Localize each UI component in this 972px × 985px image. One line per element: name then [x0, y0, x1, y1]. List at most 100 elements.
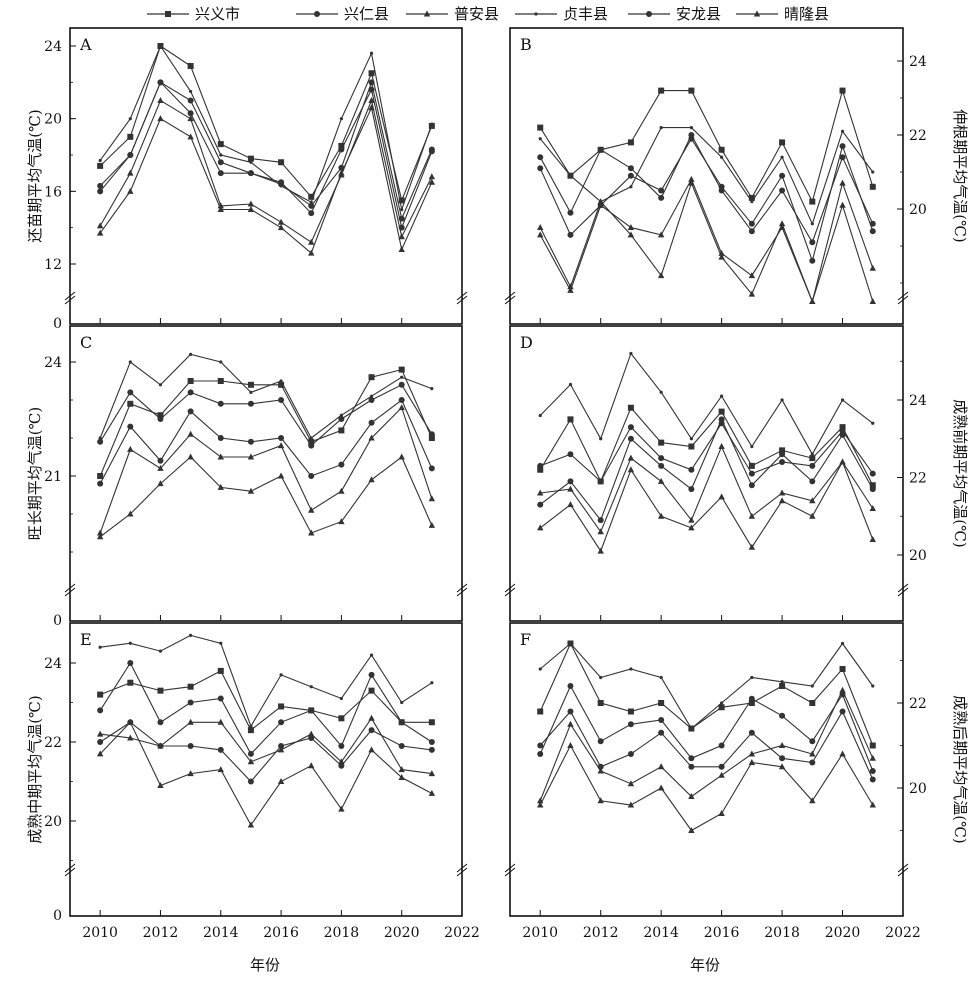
data-point — [398, 774, 405, 781]
series-line — [99, 456, 433, 538]
series-line — [539, 710, 874, 780]
data-point — [309, 685, 313, 689]
data-point — [839, 154, 846, 161]
data-point — [368, 746, 375, 753]
data-point — [627, 466, 635, 473]
legend: 兴义市 兴仁县 普安县 贞丰县 安龙县 晴隆县 — [147, 5, 829, 23]
data-point — [689, 437, 693, 441]
data-point — [128, 641, 132, 645]
x-axis-label-left: 年份 — [250, 956, 280, 974]
data-point — [567, 501, 574, 508]
y-axis-label: 成熟前期平均气温(℃) — [951, 399, 969, 548]
series-0 — [97, 366, 435, 479]
x-tick-label: 2020 — [825, 925, 861, 941]
data-point — [127, 152, 134, 158]
data-point — [869, 183, 876, 190]
axis-break-mark — [897, 291, 909, 301]
data-point — [368, 79, 375, 86]
series-2 — [96, 718, 436, 828]
data-point — [748, 750, 756, 757]
data-point — [597, 700, 604, 706]
panel-label: D — [520, 333, 533, 352]
data-point — [247, 758, 255, 765]
data-point — [400, 700, 404, 705]
series-line — [539, 178, 874, 304]
data-point — [538, 413, 542, 418]
data-point — [247, 206, 255, 212]
data-point — [308, 442, 315, 449]
data-point — [718, 443, 725, 449]
data-point — [627, 751, 634, 757]
axis-break-mark — [64, 291, 76, 301]
data-point — [537, 124, 544, 131]
data-point — [567, 478, 574, 485]
data-point — [657, 763, 665, 770]
panel-label: F — [520, 630, 531, 649]
series-4 — [537, 708, 876, 783]
data-point — [189, 633, 193, 637]
data-point — [187, 133, 194, 140]
series-1 — [537, 683, 876, 774]
axis-break-mark — [504, 587, 516, 597]
data-point — [157, 464, 164, 471]
data-point — [338, 805, 345, 812]
data-point — [780, 155, 784, 159]
data-point — [748, 220, 755, 227]
series-4 — [97, 660, 435, 757]
data-point — [217, 141, 224, 148]
axis-break-mark — [456, 291, 468, 301]
data-point — [278, 179, 285, 186]
data-point — [339, 117, 343, 121]
data-point — [127, 169, 134, 176]
x-tick-label: 2012 — [583, 925, 619, 941]
data-point — [369, 51, 374, 55]
axis-break-mark — [64, 583, 76, 593]
data-point — [810, 452, 814, 456]
data-point — [720, 155, 724, 159]
data-point — [688, 516, 695, 523]
data-point — [537, 501, 544, 508]
data-point — [567, 416, 574, 423]
data-point — [750, 444, 754, 449]
panel-label: B — [520, 35, 532, 54]
axis-break-mark — [504, 583, 516, 593]
y-tick-label: 20 — [909, 202, 927, 218]
data-point — [778, 763, 786, 770]
series-1 — [97, 719, 435, 785]
data-point — [428, 465, 435, 472]
data-point — [809, 239, 816, 246]
data-point — [809, 700, 816, 706]
data-point — [839, 424, 846, 431]
data-point — [277, 218, 285, 225]
series-5 — [537, 443, 876, 535]
series-2 — [537, 179, 876, 304]
data-point — [430, 681, 434, 685]
data-point — [657, 512, 665, 519]
data-point — [839, 458, 846, 465]
axis-break-mark — [64, 863, 76, 873]
data-point — [537, 224, 544, 230]
axis-break-mark — [897, 863, 909, 873]
data-point — [368, 374, 375, 381]
data-point — [278, 742, 285, 749]
data-point — [157, 115, 164, 122]
data-point — [538, 137, 542, 141]
data-point — [779, 683, 786, 689]
data-point — [217, 667, 224, 674]
data-point — [398, 742, 405, 749]
data-point — [127, 679, 134, 686]
data-point — [96, 222, 104, 229]
data-point — [720, 394, 724, 398]
data-point — [430, 122, 434, 126]
plot-frame — [509, 325, 904, 622]
axis-break-mark — [64, 587, 76, 597]
series-line — [539, 133, 874, 244]
axis-break-mark — [897, 587, 909, 597]
legend-marker — [423, 10, 431, 17]
data-point — [368, 687, 375, 694]
data-point — [398, 197, 405, 204]
series-line — [99, 399, 433, 484]
series-2 — [96, 453, 436, 540]
data-point — [368, 419, 375, 426]
